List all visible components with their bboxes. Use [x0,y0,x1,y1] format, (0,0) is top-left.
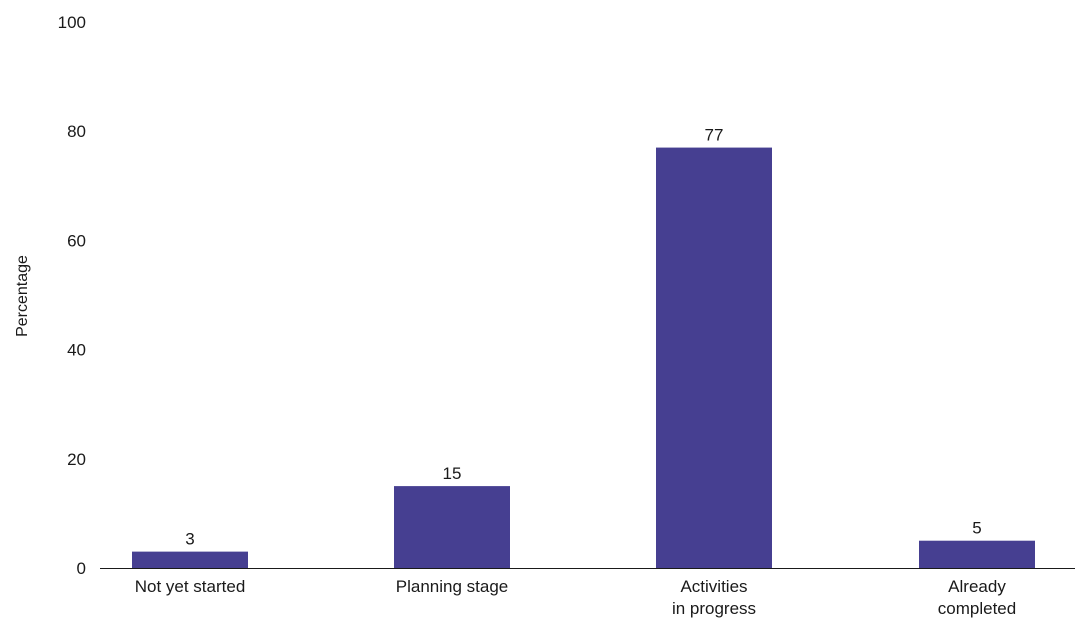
bar-value-label: 77 [705,126,724,145]
bar-value-label: 15 [443,464,462,483]
bar [656,147,772,568]
y-tick-label: 0 [77,559,86,578]
y-tick-label: 60 [67,231,86,250]
bar [132,551,248,568]
bar-value-label: 5 [972,519,981,538]
category-label: Planning stage [396,577,508,596]
bars [132,147,1035,568]
y-tick-label: 40 [67,341,86,360]
category-label: Not yet started [135,577,246,596]
y-tick-label: 20 [67,450,86,469]
y-axis-tick-labels: 0 20 40 60 80 100 [58,13,86,578]
y-tick-label: 100 [58,13,86,32]
value-labels: 3 15 77 5 [185,126,981,549]
bar [919,540,1035,568]
y-tick-label: 80 [67,122,86,141]
category-label: in progress [672,599,756,618]
y-axis-title: Percentage [14,255,31,337]
category-labels: Not yet started Planning stage Activities i… [135,577,1017,618]
category-label: completed [938,599,1016,618]
category-label: Already [948,577,1006,596]
category-label: Activities [680,577,747,596]
bar [394,486,510,568]
bar-value-label: 3 [185,530,194,549]
